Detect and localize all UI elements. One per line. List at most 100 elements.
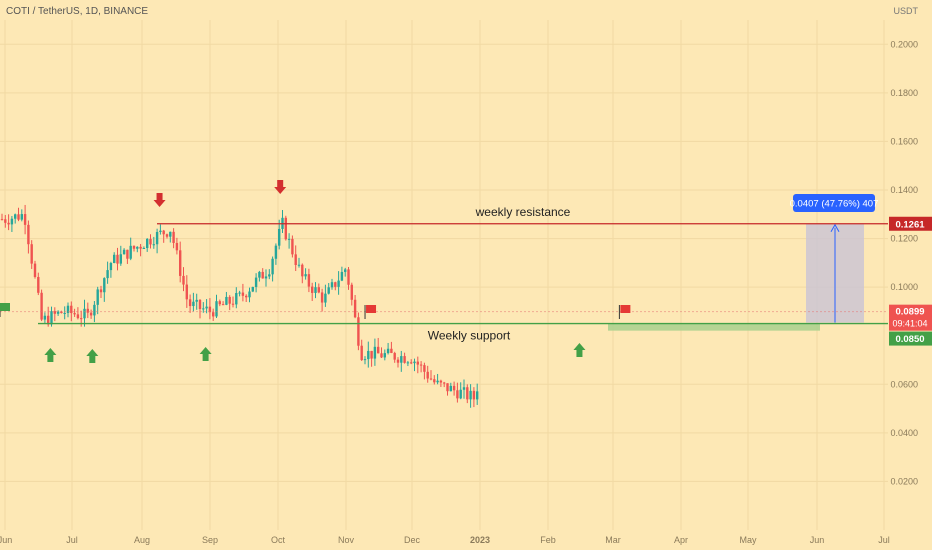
candle-body	[439, 380, 443, 383]
x-tick-label: Feb	[540, 535, 556, 545]
up-arrow-icon	[44, 348, 57, 362]
x-tick-label: Dec	[404, 535, 421, 545]
y-tick-label: 0.2000	[890, 39, 918, 49]
candle-body	[47, 315, 50, 325]
y-tick-label: 0.1200	[890, 234, 918, 244]
candle-body	[291, 238, 294, 255]
candle-body	[314, 287, 317, 293]
y-tick-label: 0.0600	[890, 379, 918, 389]
x-tick-label: Jul	[66, 535, 78, 545]
candle-body	[10, 218, 14, 225]
candle-body	[307, 274, 311, 287]
candle-body	[423, 365, 426, 372]
candle-body	[287, 238, 291, 240]
support-zone	[608, 323, 820, 331]
candle-body	[37, 276, 40, 293]
candle-body	[172, 231, 175, 243]
x-tick-label: Jun	[0, 535, 12, 545]
candle-body	[175, 242, 179, 251]
candle-body	[23, 214, 27, 225]
red-flag-icon	[366, 305, 377, 313]
candle-body	[205, 306, 208, 309]
candle-body	[416, 361, 419, 365]
axis-unit: USDT	[893, 6, 919, 16]
candle-body	[86, 308, 89, 313]
candle-body	[429, 378, 433, 380]
candle-body	[386, 348, 390, 354]
candle-body	[377, 346, 380, 354]
candle-body	[119, 254, 122, 264]
candle-body	[142, 247, 146, 249]
candle-body	[264, 276, 268, 279]
candle-body	[284, 217, 287, 240]
candle-body	[449, 385, 452, 392]
candle-body	[4, 219, 7, 223]
candle-body	[393, 352, 396, 360]
candle-body	[330, 282, 334, 288]
y-tick-label: 0.1800	[890, 88, 918, 98]
candle-body	[248, 291, 251, 298]
green-flag-icon	[0, 303, 10, 311]
candle-body	[103, 278, 106, 293]
candle-body	[89, 312, 93, 316]
candle-body	[169, 231, 172, 237]
candle-body	[278, 228, 281, 246]
candle-body	[324, 293, 327, 303]
candle-body	[400, 356, 403, 363]
candle-body	[109, 262, 113, 271]
candle-body	[340, 271, 344, 281]
candle-body	[129, 245, 132, 259]
candle-body	[419, 364, 423, 366]
x-tick-label: 2023	[470, 535, 490, 545]
x-tick-label: Jun	[810, 535, 825, 545]
candle-body	[261, 271, 264, 279]
resistance-price-tag: 0.1261	[895, 219, 925, 230]
candle-body	[373, 346, 377, 359]
candle-body	[53, 311, 56, 314]
candle-body	[221, 304, 225, 306]
candle-body	[344, 269, 347, 272]
candle-body	[274, 245, 278, 259]
measure-label: 0.0407 (47.76%) 407	[790, 199, 879, 210]
candle-body	[188, 299, 192, 307]
candle-body	[466, 387, 469, 400]
candle-body	[406, 362, 410, 364]
candle-body	[311, 286, 314, 293]
candle-body	[122, 249, 126, 255]
x-tick-label: Apr	[674, 535, 688, 545]
candle-body	[254, 277, 258, 287]
candle-body	[327, 287, 330, 294]
candle-body	[297, 264, 301, 266]
y-tick-label: 0.1000	[890, 282, 918, 292]
candle-body	[17, 214, 20, 220]
candle-body	[238, 292, 241, 294]
down-arrow-icon	[153, 193, 166, 207]
candle-body	[413, 361, 416, 364]
down-arrow-icon	[274, 180, 287, 194]
candle-body	[80, 318, 83, 320]
candle-body	[334, 282, 337, 287]
candle-body	[337, 280, 340, 287]
candle-body	[132, 245, 136, 249]
candle-body	[155, 231, 159, 245]
candle-body	[159, 230, 162, 232]
up-arrow-icon	[199, 347, 212, 361]
y-tick-label: 0.0400	[890, 428, 918, 438]
candle-body	[7, 222, 10, 225]
candle-body	[20, 214, 23, 220]
symbol-title: COTI / TetherUS, 1D, BINANCE	[6, 6, 149, 17]
last-price-tag: 0.0899	[895, 307, 924, 318]
candle-body	[40, 292, 43, 320]
candle-body	[27, 224, 30, 245]
candle-body	[456, 390, 459, 399]
last-price-tag-bg	[889, 304, 932, 331]
candle-body	[208, 306, 212, 313]
x-tick-label: Jul	[878, 535, 890, 545]
candle-body	[304, 274, 307, 277]
candle-body	[472, 390, 476, 400]
candle-body	[152, 244, 155, 246]
candle-body	[360, 345, 363, 361]
candle-body	[294, 254, 297, 265]
candle-body	[446, 383, 449, 392]
